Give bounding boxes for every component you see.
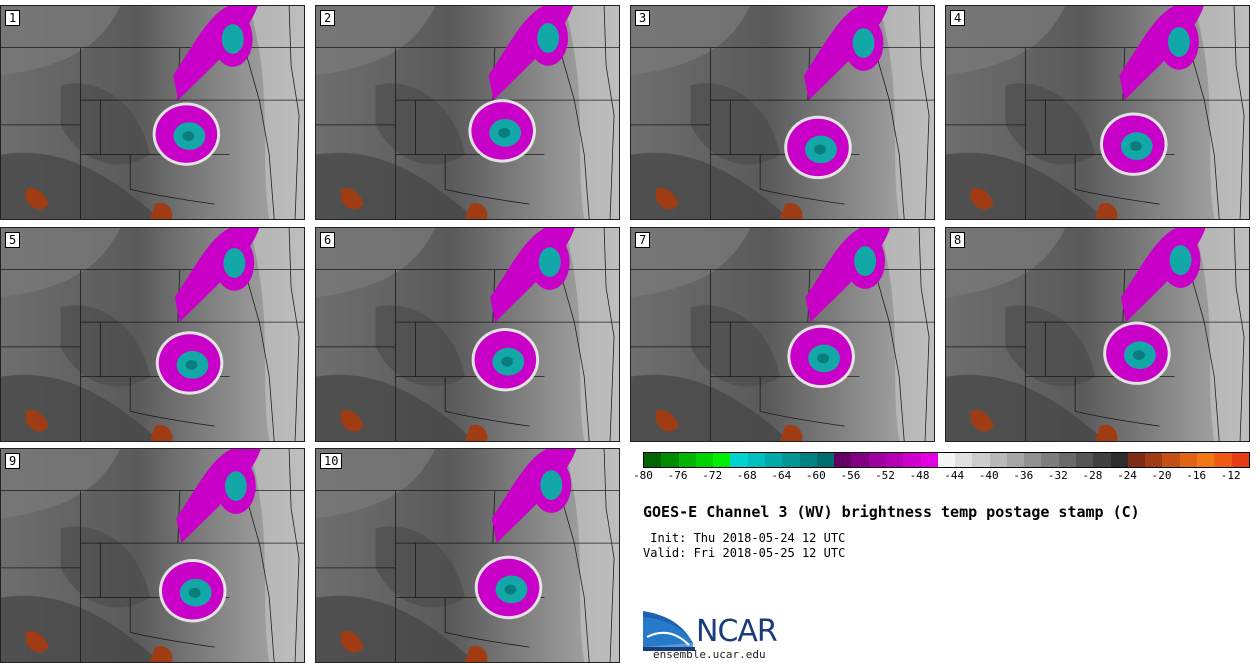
forecast-panel: 5	[0, 227, 305, 442]
colorbar-tick-label: -40	[978, 469, 999, 482]
forecast-panel: 4	[945, 5, 1250, 220]
colorbar-tick-label: -20	[1151, 469, 1172, 482]
colorbar-swatch	[644, 453, 662, 467]
panel-number: 7	[635, 232, 651, 248]
forecast-panel: 9	[0, 448, 305, 663]
colorbar-swatch	[955, 453, 973, 467]
forecast-panel: 7	[630, 227, 935, 442]
colorbar-swatch	[1076, 453, 1094, 467]
colorbar-tick-label: -24	[1117, 469, 1137, 482]
colorbar-swatch	[1006, 453, 1025, 467]
forecast-panel: 6	[315, 227, 620, 442]
forecast-panel: 2	[315, 5, 620, 220]
colorbar-swatch	[1041, 453, 1059, 467]
init-time: Init: Thu 2018-05-24 12 UTC	[643, 531, 846, 545]
colorbar-tick-label: -48	[909, 469, 930, 482]
forecast-panel: 3	[630, 5, 935, 220]
colorbar-swatch	[920, 453, 938, 467]
colorbar-swatch	[1058, 453, 1077, 467]
colorbar-swatch	[1145, 453, 1163, 467]
colorbar-tick-label: -72	[702, 469, 723, 482]
colorbar-tick-label: -44	[944, 469, 965, 482]
colorbar-swatch	[1110, 453, 1128, 467]
panel-number: 6	[320, 232, 336, 248]
colorbar-swatch	[782, 453, 800, 467]
colorbar-swatch	[1024, 453, 1042, 467]
colorbar-swatch	[713, 453, 731, 467]
panel-number: 9	[5, 453, 21, 469]
colorbar	[643, 452, 1250, 468]
colorbar-swatch	[1179, 453, 1197, 467]
colorbar-swatch	[695, 453, 714, 467]
colorbar-swatch	[1093, 453, 1111, 467]
colorbar-swatch	[989, 453, 1007, 467]
forecast-panel: 10	[315, 448, 620, 663]
panel-number: 2	[320, 10, 336, 26]
ncar-logo-text: NCAR	[696, 614, 778, 649]
panel-number: 10	[320, 453, 343, 469]
colorbar-swatch	[868, 453, 886, 467]
ncar-logo-icon	[643, 611, 695, 651]
colorbar-swatch	[1197, 453, 1215, 467]
colorbar-swatch	[816, 453, 835, 467]
colorbar-swatch	[851, 453, 869, 467]
panel-number: 4	[950, 10, 966, 26]
colorbar-tick-label: -28	[1082, 469, 1103, 482]
colorbar-swatch	[937, 453, 956, 467]
colorbar-swatch	[764, 453, 783, 467]
site-url: ensemble.ucar.edu	[653, 648, 766, 661]
forecast-panel: 1	[0, 5, 305, 220]
colorbar-tick-label: -36	[1013, 469, 1034, 482]
colorbar-tick-label: -80	[633, 469, 653, 482]
colorbar-swatch	[903, 453, 921, 467]
colorbar-swatch	[885, 453, 904, 467]
colorbar-swatch	[747, 453, 765, 467]
colorbar-tick-label: -56	[840, 469, 861, 482]
colorbar-swatch	[1127, 453, 1146, 467]
panel-number: 3	[635, 10, 651, 26]
colorbar-swatch	[661, 453, 679, 467]
colorbar-swatch	[834, 453, 852, 467]
colorbar-tick-label: -60	[805, 469, 826, 482]
colorbar-swatch	[799, 453, 817, 467]
panel-number: 1	[5, 10, 21, 26]
colorbar-swatch	[1162, 453, 1180, 467]
panel-number: 8	[950, 232, 966, 248]
colorbar-swatch	[730, 453, 748, 467]
colorbar-tick-label: -12	[1220, 469, 1241, 482]
colorbar-tick-label: -64	[771, 469, 792, 482]
panel-number: 5	[5, 232, 21, 248]
figure-title: GOES-E Channel 3 (WV) brightness temp po…	[643, 503, 1140, 521]
colorbar-swatch	[678, 453, 696, 467]
colorbar-swatch	[1214, 453, 1232, 467]
colorbar-tick-label: -76	[667, 469, 688, 482]
time-info: Init: Thu 2018-05-24 12 UTC Valid: Fri 2…	[643, 531, 845, 561]
forecast-panel: 8	[945, 227, 1250, 442]
colorbar-swatch	[1231, 453, 1249, 467]
colorbar-tick-label: -32	[1047, 469, 1068, 482]
colorbar-ticks: -80 -76 -72 -68 -64 -60 -56 -52 -48 -44 -40 -36 -32 -…	[633, 469, 1248, 483]
colorbar-tick-label: -16	[1186, 469, 1207, 482]
colorbar-swatch	[972, 453, 990, 467]
valid-time: Valid: Fri 2018-05-25 12 UTC	[643, 546, 846, 560]
colorbar-tick-label: -52	[875, 469, 895, 482]
colorbar-tick-label: -68	[736, 469, 757, 482]
